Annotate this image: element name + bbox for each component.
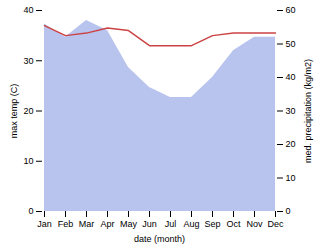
svg-text:10: 10: [286, 173, 296, 183]
svg-text:Jul: Jul: [165, 219, 177, 229]
svg-text:Jun: Jun: [142, 219, 157, 229]
svg-text:40: 40: [286, 72, 296, 82]
svg-text:20: 20: [23, 106, 33, 116]
svg-text:10: 10: [23, 156, 33, 166]
svg-text:max temp (C): max temp (C): [9, 84, 19, 139]
svg-text:Feb: Feb: [58, 219, 74, 229]
svg-text:Jan: Jan: [37, 219, 52, 229]
svg-text:Apr: Apr: [100, 219, 114, 229]
svg-text:0: 0: [28, 206, 33, 216]
svg-text:60: 60: [286, 5, 296, 15]
svg-text:0: 0: [286, 206, 291, 216]
svg-text:30: 30: [23, 56, 33, 66]
svg-text:20: 20: [286, 139, 296, 149]
svg-text:Oct: Oct: [226, 219, 241, 229]
svg-text:May: May: [120, 219, 138, 229]
svg-text:Mar: Mar: [79, 219, 95, 229]
svg-text:Sep: Sep: [204, 219, 220, 229]
svg-text:Nov: Nov: [246, 219, 263, 229]
svg-text:med. precipitation (kg/m2): med. precipitation (kg/m2): [303, 59, 313, 163]
svg-text:date (month): date (month): [134, 234, 185, 244]
svg-text:50: 50: [286, 39, 296, 49]
svg-text:Aug: Aug: [183, 219, 199, 229]
svg-text:40: 40: [23, 5, 33, 15]
svg-text:30: 30: [286, 106, 296, 116]
svg-text:Dec: Dec: [267, 219, 284, 229]
